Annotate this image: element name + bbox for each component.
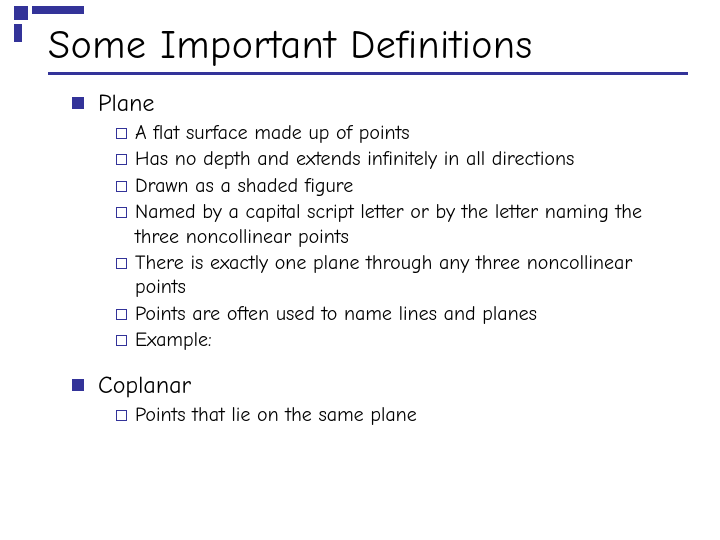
- item-text: Drawn as a shaded figure: [135, 174, 353, 198]
- page-title: Some Important Definitions: [48, 22, 680, 68]
- hollow-square-bullet-icon: [116, 410, 127, 421]
- list-item: Drawn as a shaded figure: [116, 174, 680, 198]
- section-heading: Plane: [98, 89, 154, 117]
- item-text: Example:: [135, 328, 212, 352]
- item-text: There is exactly one plane through any t…: [135, 251, 675, 300]
- filled-square-bullet-icon: [72, 379, 84, 391]
- hollow-square-bullet-icon: [116, 128, 127, 139]
- hollow-square-bullet-icon: [116, 335, 127, 346]
- item-text: Points are often used to name lines and …: [135, 302, 537, 326]
- list-item: Points are often used to name lines and …: [116, 302, 680, 326]
- list-item: Named by a capital script letter or by t…: [116, 200, 680, 249]
- section-plane: Plane A flat surface made up of points H…: [72, 89, 680, 353]
- section-coplanar: Coplanar Points that lie on the same pla…: [72, 371, 680, 427]
- hollow-square-bullet-icon: [116, 154, 127, 165]
- list-item: Example:: [116, 328, 680, 352]
- list-item: There is exactly one plane through any t…: [116, 251, 680, 300]
- corner-decoration: [0, 0, 100, 50]
- hollow-square-bullet-icon: [116, 207, 127, 218]
- section-items: Points that lie on the same plane: [116, 403, 680, 427]
- filled-square-bullet-icon: [72, 97, 84, 109]
- item-text: Has no depth and extends infinitely in a…: [135, 147, 574, 171]
- section-items: A flat surface made up of points Has no …: [116, 121, 680, 353]
- slide: Some Important Definitions Plane A flat …: [0, 0, 720, 427]
- section-heading: Coplanar: [98, 371, 191, 399]
- hollow-square-bullet-icon: [116, 309, 127, 320]
- item-text: Named by a capital script letter or by t…: [135, 200, 675, 249]
- list-item: A flat surface made up of points: [116, 121, 680, 145]
- title-underline: [48, 72, 688, 75]
- hollow-square-bullet-icon: [116, 258, 127, 269]
- list-item: Points that lie on the same plane: [116, 403, 680, 427]
- list-item: Has no depth and extends infinitely in a…: [116, 147, 680, 171]
- item-text: A flat surface made up of points: [135, 121, 410, 145]
- hollow-square-bullet-icon: [116, 181, 127, 192]
- item-text: Points that lie on the same plane: [135, 403, 417, 427]
